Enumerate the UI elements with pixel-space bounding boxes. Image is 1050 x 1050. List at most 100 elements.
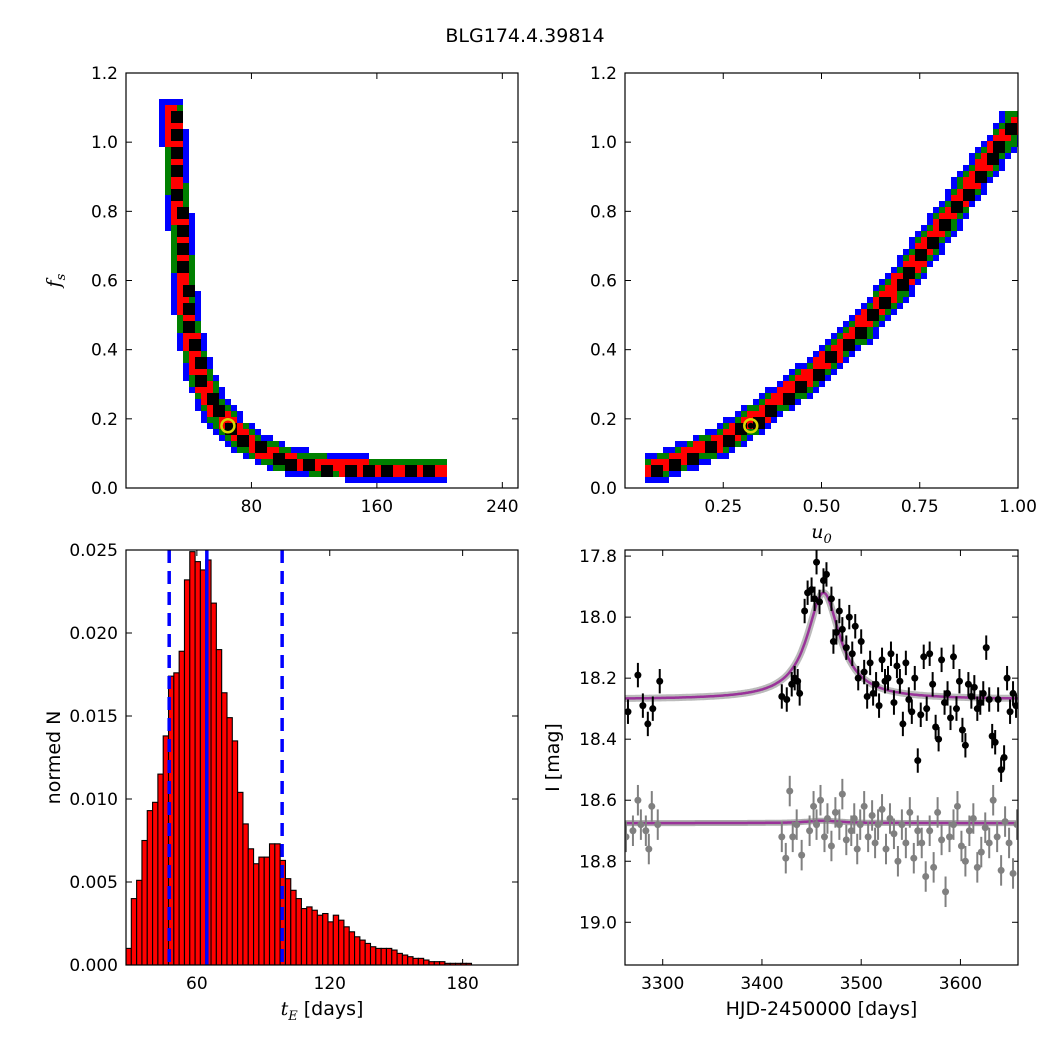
data-point <box>893 662 901 670</box>
heat-cell <box>189 327 195 333</box>
heat-cell <box>417 471 423 477</box>
heat-cell <box>303 447 309 453</box>
heat-cell <box>645 453 651 459</box>
heat-cell <box>825 363 831 369</box>
data-point <box>905 696 913 704</box>
heat-cell <box>435 459 441 465</box>
heat-cell <box>939 201 945 207</box>
heat-cell <box>177 255 183 261</box>
ticks: 60 120 180 0.000 0.005 0.010 0.015 0.020 0.025 <box>69 541 518 994</box>
heat-cell <box>213 429 219 435</box>
heat-cell <box>969 201 975 207</box>
heat-cell <box>963 195 969 201</box>
heat-cell <box>225 441 231 447</box>
heat-cell <box>819 351 825 357</box>
heat-cell <box>357 465 363 471</box>
heat-cell <box>363 471 369 477</box>
heat-cell <box>813 363 819 369</box>
heat-cell <box>831 369 837 375</box>
data-point <box>639 702 647 710</box>
heat-cell <box>825 369 831 375</box>
heat-cell <box>429 465 435 471</box>
heat-cell <box>789 375 795 381</box>
heat-cell <box>195 303 201 309</box>
heat-cell <box>405 477 411 483</box>
heat-cell <box>645 477 651 483</box>
heat-cell <box>315 471 321 477</box>
heat-cell <box>975 147 981 153</box>
heat-cell <box>159 99 165 105</box>
histogram-bar <box>322 912 329 965</box>
histogram-bar <box>417 957 425 965</box>
heat-cell <box>363 459 369 465</box>
heat-cell <box>189 267 195 273</box>
y-tick-label: 0.8 <box>91 202 118 222</box>
data-point <box>848 650 856 658</box>
heat-cell <box>165 105 171 111</box>
heat-cell <box>675 447 681 453</box>
heat-cell <box>423 459 429 465</box>
heat-cell <box>159 129 165 135</box>
histogram-bar <box>343 926 350 965</box>
histogram-bars <box>126 550 473 965</box>
y-tick-label: 0.2 <box>590 410 617 430</box>
heat-cell <box>915 243 921 249</box>
heat-cell <box>729 417 735 423</box>
heat-cell <box>183 183 189 189</box>
heat-cell <box>861 321 867 327</box>
heat-cell <box>195 345 201 351</box>
heat-cell <box>357 471 363 477</box>
heat-cell <box>999 165 1005 171</box>
heat-cell <box>201 363 207 369</box>
heat-cell <box>651 453 657 459</box>
heat-cell <box>981 189 987 195</box>
heat-cell <box>693 453 699 459</box>
heat-cell <box>933 207 939 213</box>
heat-cell <box>687 465 693 471</box>
heat-cell <box>375 477 381 483</box>
data-point <box>985 696 993 704</box>
histogram-bar <box>136 879 143 965</box>
heat-cell <box>195 393 201 399</box>
heat-cell <box>987 135 993 141</box>
heat-cell <box>711 441 717 447</box>
heat-cell <box>429 477 435 483</box>
heat-cell <box>207 405 213 411</box>
heat-cell <box>735 417 741 423</box>
heat-cell <box>933 219 939 225</box>
heat-cell <box>423 465 429 471</box>
heat-cell <box>885 285 891 291</box>
heat-cell <box>207 399 213 405</box>
heat-cell <box>717 435 723 441</box>
heat-cell <box>741 441 747 447</box>
heat-cell <box>885 291 891 297</box>
heat-cell <box>171 225 177 231</box>
heat-cell <box>783 375 789 381</box>
heat-cell <box>345 465 351 471</box>
data-point <box>644 720 652 728</box>
heat-cell <box>261 453 267 459</box>
data-point <box>899 720 907 728</box>
heat-cell <box>177 327 183 333</box>
heat-cell <box>345 453 351 459</box>
heat-cell <box>801 387 807 393</box>
heat-cell <box>903 261 909 267</box>
heat-cell <box>213 399 219 405</box>
heat-cell <box>177 207 183 213</box>
heat-cell <box>723 435 729 441</box>
heat-cell <box>897 261 903 267</box>
heat-cell <box>171 183 177 189</box>
heat-cell <box>759 423 765 429</box>
heat-cell <box>219 387 225 393</box>
heat-cell <box>849 339 855 345</box>
heat-cell <box>993 123 999 129</box>
heat-cell <box>171 285 177 291</box>
histogram-bar <box>380 947 387 965</box>
heat-cell <box>189 333 195 339</box>
heat-cell <box>189 261 195 267</box>
heat-cell <box>159 123 165 129</box>
heat-cell <box>939 219 945 225</box>
data-point <box>838 625 846 633</box>
heat-cell <box>231 417 237 423</box>
data-point <box>923 705 931 713</box>
